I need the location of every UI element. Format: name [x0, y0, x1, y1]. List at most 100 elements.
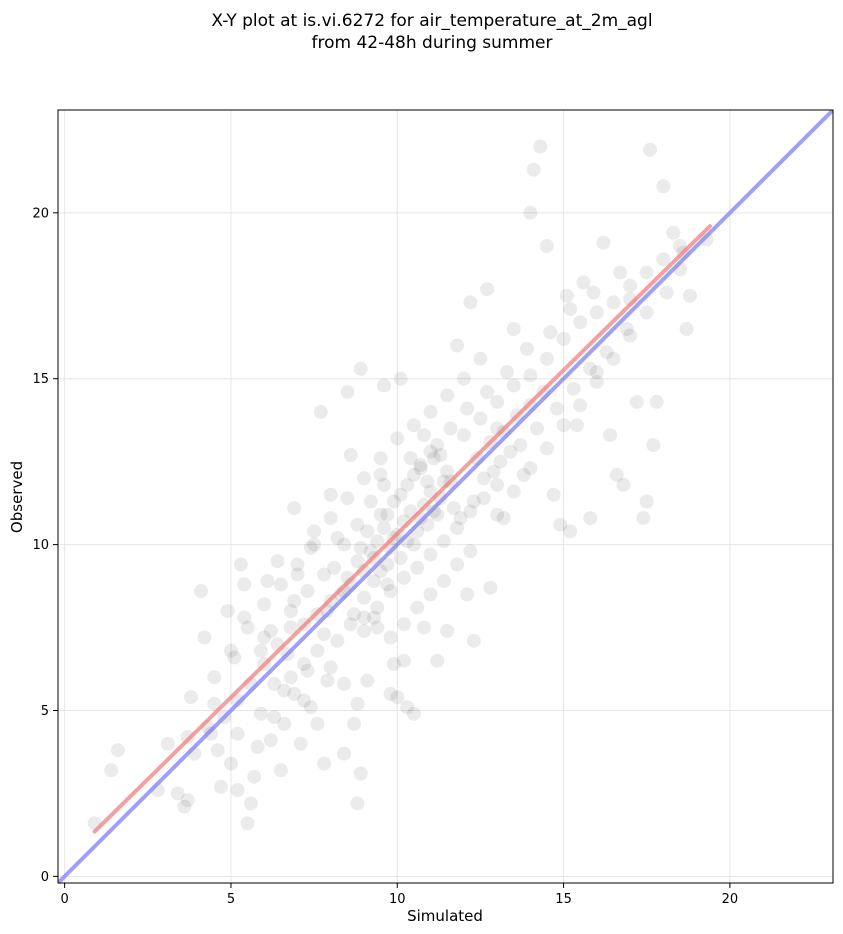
- data-point-7: [180, 793, 195, 808]
- data-point-70: [383, 686, 398, 701]
- data-point-160: [450, 521, 465, 535]
- data-point-171: [473, 411, 488, 426]
- data-point-73: [393, 371, 408, 386]
- data-point-174: [523, 368, 538, 383]
- data-point-102: [576, 275, 591, 290]
- data-point-191: [357, 471, 371, 486]
- data-point-257: [300, 584, 315, 599]
- data-point-268: [619, 322, 634, 336]
- data-point-159: [436, 534, 451, 549]
- data-point-263: [530, 421, 544, 436]
- data-point-197: [257, 597, 272, 612]
- data-point-99: [559, 288, 574, 303]
- data-point-88: [483, 580, 498, 595]
- data-point-46: [297, 693, 312, 708]
- data-point-255: [337, 537, 352, 552]
- data-point-37: [273, 763, 288, 778]
- data-point-153: [357, 590, 371, 605]
- grid: [58, 110, 833, 883]
- x-tick-label-4: 20: [722, 892, 739, 907]
- data-point-267: [599, 345, 614, 360]
- data-point-214: [317, 627, 332, 642]
- data-point-278: [406, 467, 421, 482]
- data-point-31: [253, 643, 268, 658]
- data-point-92: [516, 467, 531, 482]
- data-point-90: [496, 511, 511, 526]
- data-point-199: [224, 643, 238, 658]
- data-point-112: [639, 494, 654, 509]
- data-point-51: [313, 404, 328, 419]
- data-point-284: [426, 504, 441, 519]
- data-point-186: [473, 351, 488, 366]
- data-point-68: [373, 467, 388, 482]
- data-point-98: [553, 517, 568, 532]
- data-point-20: [227, 650, 242, 665]
- data-point-50: [310, 716, 325, 731]
- data-point-1: [104, 763, 119, 778]
- data-point-273: [466, 494, 481, 509]
- data-point-54: [323, 487, 338, 502]
- data-point-221: [410, 600, 425, 615]
- data-point-187: [423, 404, 438, 419]
- data-point-251: [416, 428, 431, 443]
- data-point-145: [386, 494, 401, 509]
- data-point-86: [466, 633, 481, 648]
- data-point-15: [207, 696, 222, 711]
- data-point-173: [506, 378, 521, 393]
- data-point-275: [503, 444, 518, 459]
- data-point-26: [240, 816, 255, 831]
- data-point-274: [486, 464, 501, 479]
- data-point-21: [230, 783, 245, 798]
- data-point-236: [267, 710, 282, 725]
- chart-title-line2: from 42-48h during summer: [312, 33, 553, 53]
- data-point-39: [277, 683, 292, 698]
- data-point-91: [506, 322, 521, 336]
- data-point-63: [353, 766, 368, 781]
- x-axis-label: Simulated: [407, 907, 483, 925]
- data-point-24: [237, 610, 252, 625]
- data-point-222: [423, 587, 438, 602]
- data-point-158: [423, 547, 438, 562]
- data-point-4: [160, 736, 175, 751]
- data-point-80: [430, 653, 445, 668]
- data-point-208: [606, 351, 621, 366]
- data-point-124: [377, 521, 391, 535]
- data-point-195: [290, 557, 305, 572]
- data-point-25: [237, 577, 252, 592]
- data-point-100: [563, 524, 578, 539]
- data-point-162: [476, 491, 491, 506]
- data-point-34: [263, 733, 278, 748]
- data-point-216: [343, 617, 358, 632]
- data-point-223: [436, 574, 451, 589]
- data-point-67: [367, 610, 381, 625]
- data-point-33: [260, 574, 275, 589]
- data-point-252: [377, 477, 391, 492]
- data-point-64: [353, 361, 368, 376]
- data-point-219: [383, 630, 398, 645]
- data-point-18: [220, 604, 235, 618]
- data-point-266: [583, 361, 598, 376]
- data-point-185: [456, 371, 471, 386]
- data-point-225: [463, 544, 478, 559]
- data-point-188: [406, 418, 421, 433]
- data-point-285: [373, 564, 388, 579]
- data-point-93: [523, 205, 538, 220]
- data-point-272: [453, 511, 468, 526]
- data-point-196: [273, 577, 288, 592]
- data-point-12: [197, 630, 212, 645]
- data-point-60: [347, 716, 361, 731]
- data-point-117: [666, 225, 681, 240]
- data-point-175: [539, 351, 554, 366]
- data-point-2: [110, 743, 125, 758]
- data-point-148: [426, 451, 441, 466]
- data-point-137: [406, 537, 421, 552]
- data-point-144: [373, 507, 388, 522]
- data-point-11: [194, 584, 208, 599]
- data-point-289: [380, 577, 395, 592]
- data-point-87: [480, 282, 495, 297]
- data-point-161: [463, 504, 478, 519]
- data-point-207: [589, 375, 604, 389]
- data-point-23: [233, 557, 248, 572]
- data-point-49: [307, 524, 322, 539]
- data-point-261: [493, 454, 508, 469]
